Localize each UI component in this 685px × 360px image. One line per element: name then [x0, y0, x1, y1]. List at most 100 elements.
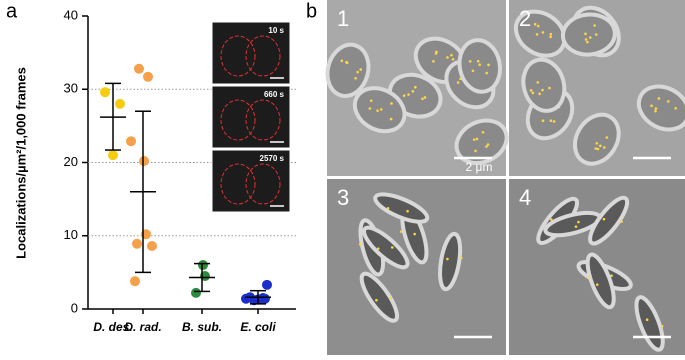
- data-point: [132, 238, 142, 249]
- fluorescent-spot: [599, 144, 602, 148]
- fluorescent-spot: [340, 59, 344, 63]
- cell: [585, 252, 616, 310]
- fluorescent-spot: [456, 81, 460, 84]
- fluorescent-spot: [389, 296, 393, 300]
- cell: [521, 57, 567, 113]
- y-tick-label: 40: [64, 7, 78, 22]
- fluorescent-spot: [345, 61, 349, 65]
- fluorescent-spot: [610, 274, 613, 278]
- panel-label: a: [6, 0, 18, 22]
- cell-outline: [245, 99, 281, 141]
- fluorescent-spot: [549, 32, 553, 36]
- fluorescent-spot: [594, 147, 598, 150]
- cell: [636, 84, 685, 132]
- fluorescent-spot: [435, 50, 438, 54]
- data-point: [262, 279, 272, 290]
- inset-time: 2570 s: [260, 154, 285, 163]
- cell-outline: [245, 163, 281, 205]
- fluorescent-spot: [548, 86, 551, 90]
- fluorescent-spot: [376, 247, 380, 250]
- fluorescent-spot: [596, 147, 600, 151]
- fluorescent-spot: [594, 33, 598, 36]
- fluorescent-spot: [654, 109, 657, 113]
- fluorescent-spot: [486, 143, 490, 146]
- micrograph: 4: [509, 179, 685, 355]
- fluorescent-spot: [574, 225, 578, 228]
- inset-time: 660 s: [264, 90, 285, 99]
- panel-label: b: [306, 0, 317, 22]
- fluorescent-spot: [411, 90, 415, 93]
- fluorescent-spot: [390, 102, 393, 105]
- fluorescent-spot: [471, 69, 475, 73]
- fluorescent-spot: [536, 24, 540, 28]
- fluorescent-spot: [645, 318, 649, 322]
- data-point: [254, 294, 264, 305]
- cell: [454, 118, 509, 165]
- fluorescent-spot: [595, 283, 599, 286]
- inset-time: 10 s: [268, 26, 284, 35]
- fluorescent-spot: [541, 88, 544, 92]
- micrograph-number: 2: [519, 6, 531, 31]
- fluorescent-spot: [423, 96, 427, 99]
- fluorescent-spot: [584, 32, 587, 36]
- cell: [588, 195, 630, 246]
- fluorescent-spot: [595, 141, 599, 145]
- y-tick-label: 30: [64, 81, 78, 96]
- fluorescent-spot: [589, 36, 592, 39]
- cell: [513, 9, 567, 58]
- fluorescent-spot: [549, 35, 552, 39]
- fluorescent-spot: [379, 108, 383, 111]
- fluorescent-spot: [446, 56, 449, 59]
- fluorescent-spot: [536, 81, 540, 84]
- micrograph-number: 4: [519, 185, 531, 210]
- fluorescent-spot: [356, 70, 359, 74]
- fluorescent-spot: [593, 24, 596, 27]
- inset-frame: [211, 21, 291, 85]
- x-tick-label: D. rad.: [124, 320, 161, 334]
- data-point: [191, 287, 201, 298]
- fluorescent-spot: [549, 119, 553, 123]
- cell: [560, 12, 617, 57]
- fluorescent-spot: [446, 257, 449, 261]
- fluorescent-spot: [577, 220, 580, 224]
- micrograph: 2: [509, 0, 685, 176]
- fluorescent-spot: [535, 33, 539, 36]
- fluorescent-spot: [390, 246, 394, 249]
- micrograph-number: 1: [337, 6, 349, 31]
- fluorescent-spot: [654, 107, 658, 110]
- fluorescent-spot: [358, 243, 362, 246]
- fluorescent-spot: [485, 145, 488, 148]
- fluorescent-spot: [586, 40, 589, 44]
- fluorescent-spot: [605, 136, 609, 139]
- cell: [325, 42, 371, 98]
- fluorescent-spot: [476, 59, 480, 63]
- cell: [352, 86, 407, 134]
- x-tick-label: D. des.: [93, 320, 132, 334]
- fluorescent-spot: [450, 53, 453, 57]
- fluorescent-spot: [359, 68, 363, 71]
- data-point: [143, 71, 153, 82]
- fluorescent-spot: [485, 71, 489, 75]
- cell: [362, 225, 410, 270]
- fluorescent-spot: [459, 256, 463, 260]
- fluorescent-spot: [354, 76, 357, 80]
- fluorescent-spot: [533, 22, 537, 26]
- fluorescent-spot: [421, 97, 424, 101]
- fluorescent-spot: [389, 117, 393, 121]
- fluorescent-spot: [657, 97, 661, 100]
- fluorescent-spot: [414, 85, 417, 89]
- fluorescent-spot: [481, 130, 485, 134]
- fluorescent-spot: [674, 107, 677, 110]
- fluorescent-spot: [369, 99, 373, 102]
- y-tick-label: 0: [71, 300, 78, 315]
- data-point: [130, 276, 140, 287]
- fluorescent-spot: [468, 60, 472, 63]
- cell-outline: [220, 99, 256, 141]
- data-point: [115, 98, 125, 109]
- y-axis-label: Localizations/µm²/1,000 frames: [13, 67, 28, 259]
- fluorescent-spot: [402, 94, 406, 97]
- fluorescent-spot: [478, 63, 481, 67]
- y-tick-label: 20: [64, 154, 78, 169]
- cell: [359, 271, 400, 323]
- fluorescent-spot: [472, 138, 476, 141]
